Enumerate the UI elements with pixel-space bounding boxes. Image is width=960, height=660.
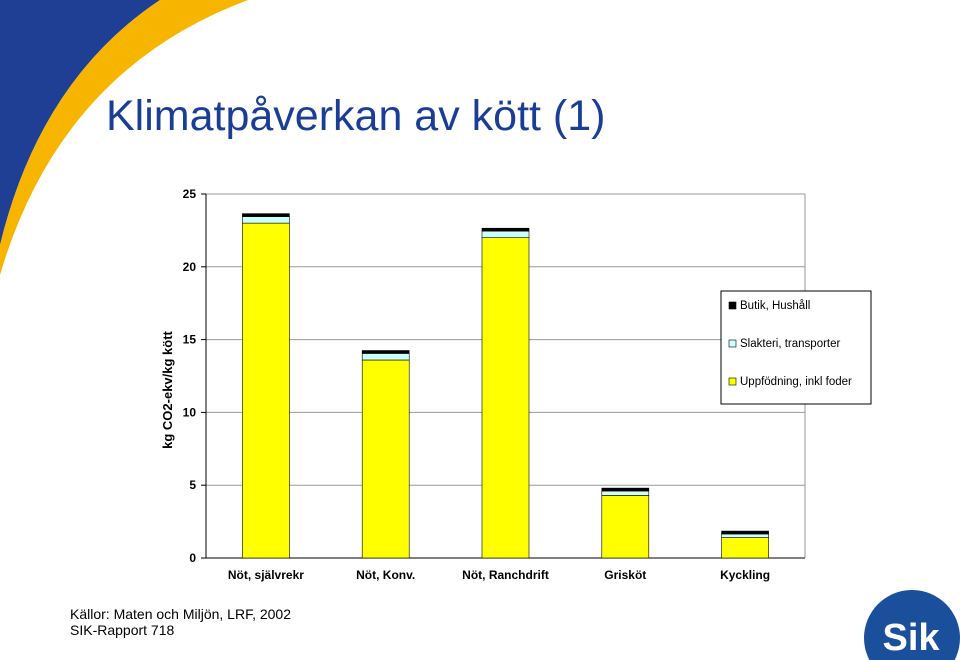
x-tick-label: Nöt, Konv.: [356, 568, 415, 582]
bar-segment: [481, 237, 530, 559]
bar-segment: [601, 490, 650, 496]
y-tick-label: 20: [183, 260, 197, 274]
bar-segment: [721, 533, 769, 538]
bar-segment: [242, 213, 290, 217]
bar-segment: [242, 222, 290, 559]
slide-title: Klimatpåverkan av kött (1): [106, 92, 606, 140]
y-axis-label: kg CO2-ekv/kg kött: [160, 330, 175, 448]
x-tick-label: Nöt, självrekr: [228, 568, 304, 582]
logo-circle: [864, 590, 960, 660]
sources-note: Källor: Maten och Miljön, LRF, 2002 SIK-…: [70, 606, 291, 638]
legend-label: Butik, Hushåll: [740, 300, 810, 312]
legend-swatch: [728, 377, 737, 386]
swoosh-gold-shape: [0, 0, 248, 275]
bar-segment: [481, 230, 530, 238]
y-tick-label: 10: [183, 405, 197, 419]
x-tick-label: Grisköt: [604, 568, 646, 582]
stacked-bar-chart: 0 5 10 15 20 25 kg CO2-ekv/kg kött Nöt, självre…: [160, 187, 872, 582]
bar-segment: [361, 353, 410, 361]
source-line-1: Källor: Maten och Miljön, LRF, 2002: [70, 606, 291, 622]
sik-logo: Sik: [864, 590, 960, 660]
y-tick-label: 5: [189, 478, 196, 492]
y-tick-label: 25: [183, 187, 197, 201]
bar-segment: [361, 350, 410, 354]
legend-label: Slakteri, transporter: [740, 338, 841, 350]
legend-box: [720, 290, 872, 405]
bar-segment: [242, 216, 290, 224]
bar-segment: [721, 530, 769, 535]
x-tick-label: Kyckling: [720, 568, 770, 582]
x-tick-label: Nöt, Ranchdrift: [462, 568, 549, 582]
bar-segment: [601, 487, 650, 492]
legend-swatch: [728, 339, 737, 348]
legend-swatch: [728, 301, 737, 310]
corner-swoosh: [0, 0, 248, 275]
y-tick-label: 0: [189, 551, 196, 565]
bar-segment: [601, 495, 650, 559]
bar-segment: [721, 537, 769, 559]
bar-segment: [361, 359, 410, 559]
swoosh-blue-shape: [0, 0, 160, 245]
legend-label: Uppfödning, inkl foder: [740, 376, 852, 388]
logo-text: Sik: [882, 617, 940, 659]
y-tick-label: 15: [183, 333, 197, 347]
source-line-2: SIK-Rapport 718: [70, 622, 175, 638]
bar-segment: [481, 227, 530, 232]
